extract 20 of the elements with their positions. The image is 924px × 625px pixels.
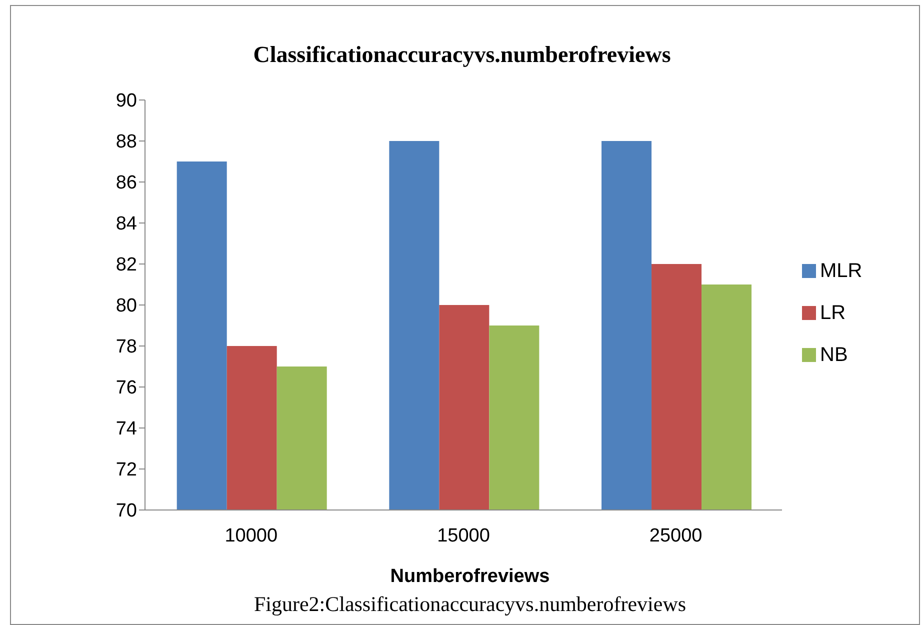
y-tick-label: 90 <box>116 90 137 112</box>
y-tick-label: 82 <box>116 254 137 276</box>
y-tick-label: 84 <box>116 214 138 235</box>
y-tick-label: 70 <box>116 500 137 522</box>
y-tick-label: 72 <box>116 460 137 481</box>
legend-label: MLR <box>820 260 862 282</box>
y-tick-label: 74 <box>116 418 138 440</box>
x-tick-label: 15000 <box>437 525 490 546</box>
chart-title: Classificationaccuracyvs.numberofreviews <box>252 42 672 68</box>
legend-label: LR <box>820 302 846 324</box>
x-tick-label: 10000 <box>224 525 278 546</box>
caption: Figure2:Classificationaccuracyvs.numberofreviews <box>252 592 688 617</box>
x-tick-label: 25000 <box>649 525 702 546</box>
y-tick-label: 78 <box>116 336 137 358</box>
y-tick-label: 80 <box>116 296 137 317</box>
y-tick-label: 86 <box>116 172 137 194</box>
x-axis-title: Numberofreviews <box>389 566 551 588</box>
y-tick-label: 88 <box>116 132 137 153</box>
legend-label: NB <box>820 344 848 366</box>
y-tick-label: 76 <box>116 378 137 399</box>
